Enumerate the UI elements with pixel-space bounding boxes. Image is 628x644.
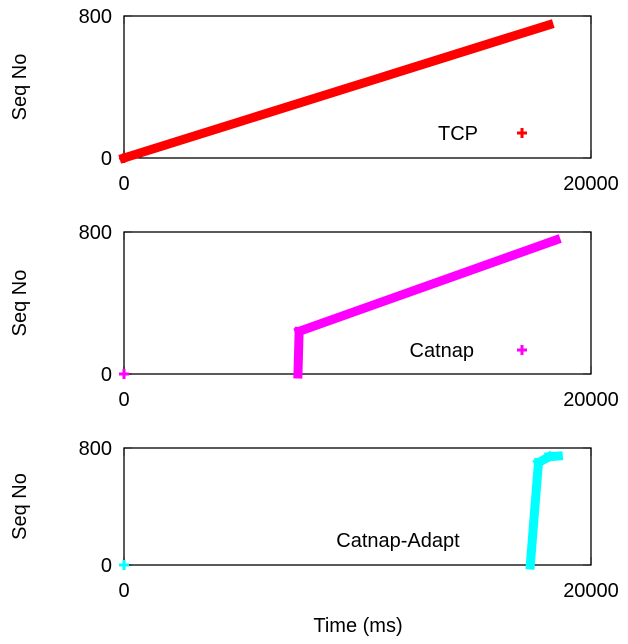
plot-frame: [123, 447, 592, 566]
data-trace: [525, 457, 544, 570]
legend-label: TCP: [438, 123, 478, 145]
data-trace: [293, 234, 562, 338]
x-tick-label: 0: [118, 173, 129, 195]
data-trace: [118, 19, 555, 164]
y-axis-label: Seq No: [9, 270, 31, 337]
series-tcp: [118, 19, 555, 164]
x-tick-label: 20000: [563, 173, 619, 195]
panel-2: 0 800 0 20000 Seq No Catnap: [9, 222, 619, 411]
legend-label: Catnap: [410, 340, 475, 362]
x-axis-label: Time (ms): [313, 615, 402, 637]
series-catnap-adapt: [119, 450, 564, 570]
y-axis-label: Seq No: [9, 473, 31, 540]
plot-frame: [123, 15, 592, 159]
legend-marker: [517, 345, 527, 355]
chart-panels: 0 800 0 20000 Seq No TCP 0 800 0 20000 Seq No Catna…: [9, 6, 619, 602]
x-tick-label: 0: [118, 580, 129, 602]
legend-label: Catnap-Adapt: [336, 530, 460, 552]
x-tick-label: 20000: [563, 580, 619, 602]
y-tick-label: 800: [79, 438, 112, 460]
plot-frame: [123, 231, 592, 375]
y-axis-label: Seq No: [9, 54, 31, 121]
y-tick-label: 800: [79, 222, 112, 244]
data-trace: [544, 451, 564, 462]
y-tick-label: 0: [101, 555, 112, 577]
y-tick-label: 800: [79, 6, 112, 28]
legend-marker: [517, 128, 527, 138]
y-tick-label: 0: [101, 364, 112, 386]
data-point: [119, 369, 129, 379]
panel-1: 0 800 0 20000 Seq No TCP: [9, 6, 619, 195]
x-tick-label: 20000: [563, 389, 619, 411]
data-point: [119, 560, 129, 570]
data-point: [119, 153, 129, 163]
data-trace: [293, 326, 304, 379]
panel-3: 0 800 0 20000 Seq No Catnap-Adapt: [9, 438, 619, 602]
x-tick-label: 0: [118, 389, 129, 411]
series-catnap: [119, 234, 562, 379]
y-tick-label: 0: [101, 148, 112, 170]
